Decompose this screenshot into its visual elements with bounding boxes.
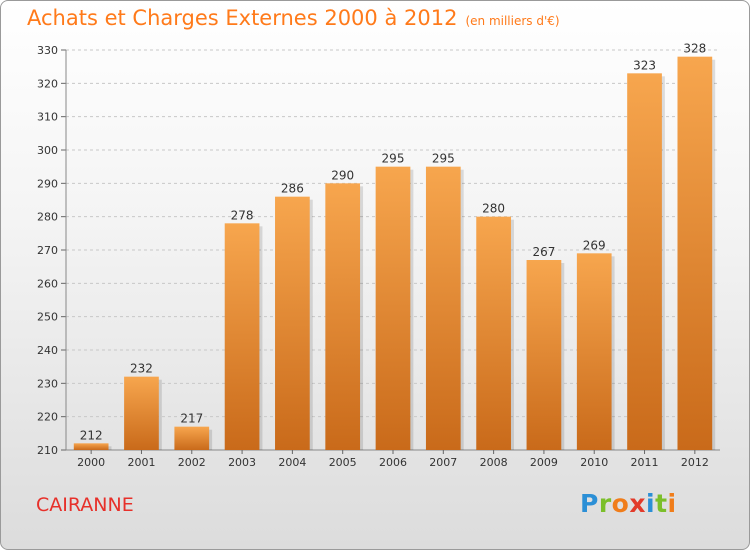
bar-2004 [275,196,310,450]
bar-2008 [476,216,511,450]
logo-letter-4: i [646,489,656,518]
y-tick-label-280: 280 [37,211,58,224]
x-tick-label-2002: 2002 [178,456,206,469]
value-label-2005: 290 [331,168,354,182]
x-tick-label-2001: 2001 [127,456,155,469]
bar-2001 [124,376,159,450]
y-tick-label-210: 210 [37,444,58,457]
value-label-2011: 323 [633,58,656,72]
x-tick-label-2010: 2010 [580,456,608,469]
bar-2003 [224,223,260,450]
bar-2005 [325,183,361,451]
x-tick-label-2003: 2003 [228,456,256,469]
y-tick-label-260: 260 [37,277,58,290]
y-tick-label-290: 290 [37,177,58,190]
x-tick-label-2000: 2000 [77,456,105,469]
logo-letter-2: o [611,489,630,518]
y-tick-label-220: 220 [37,411,58,424]
value-label-2000: 212 [80,428,103,442]
bar-2007 [425,166,461,450]
proxiti-logo[interactable]: Proxiti [580,489,677,518]
y-tick-label-300: 300 [37,144,58,157]
y-tick-label-250: 250 [37,311,58,324]
chart-title-main: Achats et Charges Externes 2000 à 2012 [27,6,458,30]
x-tick-label-2004: 2004 [278,456,306,469]
value-label-2009: 267 [532,245,555,259]
bar-2009 [526,260,562,450]
logo-letter-5: t [655,489,668,518]
bar-2012 [677,56,713,451]
bar-2010 [576,253,612,450]
value-label-2010: 269 [583,238,606,252]
bar-2011 [627,73,662,450]
y-tick-label-270: 270 [37,244,58,257]
value-label-2007: 295 [432,152,455,166]
labels-layer: 210 220 230 240 250 260 270 280 290 300 310 320 330 2… [37,42,709,469]
value-label-2001: 232 [130,362,153,376]
y-tick-label-240: 240 [37,344,58,357]
value-label-2002: 217 [180,412,203,426]
value-label-2006: 295 [382,152,405,166]
logo-letter-3: x [629,489,646,518]
y-tick-label-230: 230 [37,377,58,390]
bars-layer [73,56,716,451]
value-label-2012: 328 [683,42,706,56]
value-label-2004: 286 [281,182,304,196]
x-tick-label-2012: 2012 [681,456,709,469]
value-label-2003: 278 [231,208,254,222]
x-tick-label-2009: 2009 [530,456,558,469]
x-tick-label-2008: 2008 [480,456,508,469]
value-label-2008: 280 [482,202,505,216]
y-tick-label-320: 320 [37,77,58,90]
city-name: CAIRANNE [36,494,134,516]
y-tick-label-330: 330 [37,44,58,57]
x-tick-label-2007: 2007 [429,456,457,469]
logo-letter-1: r [598,489,612,518]
bar-2000 [73,443,109,450]
logo-letter-6: i [667,489,677,518]
bar-2002 [174,426,210,450]
x-tick-label-2011: 2011 [631,456,659,469]
chart-subtitle: (en milliers d'€) [465,14,560,28]
y-tick-label-310: 310 [37,111,58,124]
bar-2006 [375,166,411,450]
x-tick-label-2005: 2005 [329,456,357,469]
chart-title: Achats et Charges Externes 2000 à 2012 (e… [27,6,560,30]
logo-letter-0: P [580,489,599,518]
x-tick-label-2006: 2006 [379,456,407,469]
